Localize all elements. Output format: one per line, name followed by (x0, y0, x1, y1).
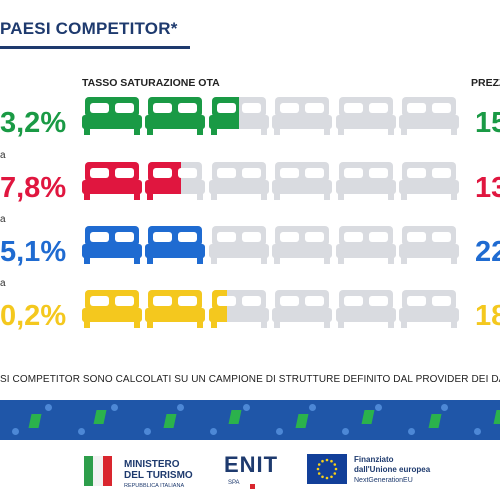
row-percentage: 0,2% (0, 300, 67, 332)
band-dot (111, 404, 118, 411)
title-underline (0, 46, 190, 49)
bed-icon (82, 160, 142, 202)
eu-star (330, 459, 333, 463)
bed-icon (399, 224, 459, 266)
band-dot (342, 428, 349, 435)
footnote: SI COMPETITOR SONO CALCOLATI SU UN CAMPI… (0, 374, 500, 385)
band-dot (243, 404, 250, 411)
eu-line1: Finanziato (354, 455, 394, 464)
band-dot (408, 428, 415, 435)
enit-logo: ENIT SPA (222, 452, 277, 492)
page-title: PAESI COMPETITOR* (0, 19, 178, 38)
row-percentage: 5,1% (0, 236, 67, 268)
row-price: 15 (475, 107, 500, 139)
band-dot (12, 428, 19, 435)
price-column-label: PREZZ (471, 77, 500, 89)
row-price: 18 (475, 300, 500, 332)
eu-star (325, 458, 329, 462)
bed-icon (209, 95, 269, 137)
bed-icon (145, 224, 205, 266)
eu-star (321, 475, 324, 479)
eu-stars (316, 458, 338, 480)
bed-icon (336, 95, 396, 137)
band-mark (228, 410, 242, 424)
eu-flag-icon (307, 454, 347, 484)
band-mark (163, 414, 177, 428)
eu-star (334, 467, 338, 471)
band-dot (309, 404, 316, 411)
row-price: 13 (475, 172, 500, 204)
eu-star (325, 476, 329, 480)
bed-icon (272, 224, 332, 266)
band-dot (474, 428, 481, 435)
bed-icon (82, 224, 142, 266)
bed-icon (82, 95, 142, 137)
eu-line3: NextGenerationEU (354, 477, 413, 484)
bed-icon (145, 160, 205, 202)
row-country-label: a (0, 150, 6, 161)
row-price: 22 (475, 236, 500, 268)
band-dot (210, 428, 217, 435)
enit-text: ENIT (224, 452, 279, 477)
row-country-label: a (0, 214, 6, 225)
italian-flag-icon (84, 456, 112, 486)
band-mark (428, 414, 442, 428)
eu-line2: dall'Unione europea (354, 465, 431, 474)
eu-star (317, 463, 321, 466)
header-bar (0, 0, 500, 50)
row-percentage: 7,8% (0, 172, 67, 204)
bed-icon (272, 95, 332, 137)
enit-sub: SPA (228, 480, 240, 486)
eu-star (330, 475, 333, 479)
band-dot (45, 404, 52, 411)
band-dot (441, 404, 448, 411)
bed-icon (399, 95, 459, 137)
eu-star (317, 472, 321, 475)
eu-star (333, 472, 337, 475)
ministero-line1: MINISTERO (124, 459, 180, 470)
bed-icon (209, 160, 269, 202)
bed-icon (399, 160, 459, 202)
ministero-line3: REPUBBLICA ITALIANA (124, 483, 185, 489)
band-mark (361, 410, 375, 424)
bed-icon (399, 288, 459, 330)
eu-star (321, 459, 324, 463)
bed-icon (336, 160, 396, 202)
band-dot (276, 428, 283, 435)
bed-icon (82, 288, 142, 330)
band-dot (177, 404, 184, 411)
band-dot (375, 404, 382, 411)
bed-icon (336, 288, 396, 330)
bed-icon (145, 95, 205, 137)
band-dot (78, 428, 85, 435)
band-mark (93, 410, 107, 424)
band-dot (144, 428, 151, 435)
band-mark (28, 414, 42, 428)
eu-star (333, 463, 337, 466)
ota-column-label: TASSO SATURAZIONE OTA (82, 77, 220, 89)
bed-icon (209, 224, 269, 266)
decorative-band (0, 400, 500, 440)
bed-icon (272, 160, 332, 202)
band-mark (493, 410, 500, 424)
bed-icon (336, 224, 396, 266)
ministero-line2: DEL TURISMO (124, 470, 193, 481)
logos-strip: MINISTERO DEL TURISMO REPUBBLICA ITALIAN… (0, 440, 500, 500)
bed-icon (272, 288, 332, 330)
bed-icon (145, 288, 205, 330)
band-mark (295, 414, 309, 428)
bed-icon (209, 288, 269, 330)
eu-star (316, 467, 320, 471)
row-country-label: a (0, 278, 6, 289)
row-percentage: 3,2% (0, 107, 67, 139)
